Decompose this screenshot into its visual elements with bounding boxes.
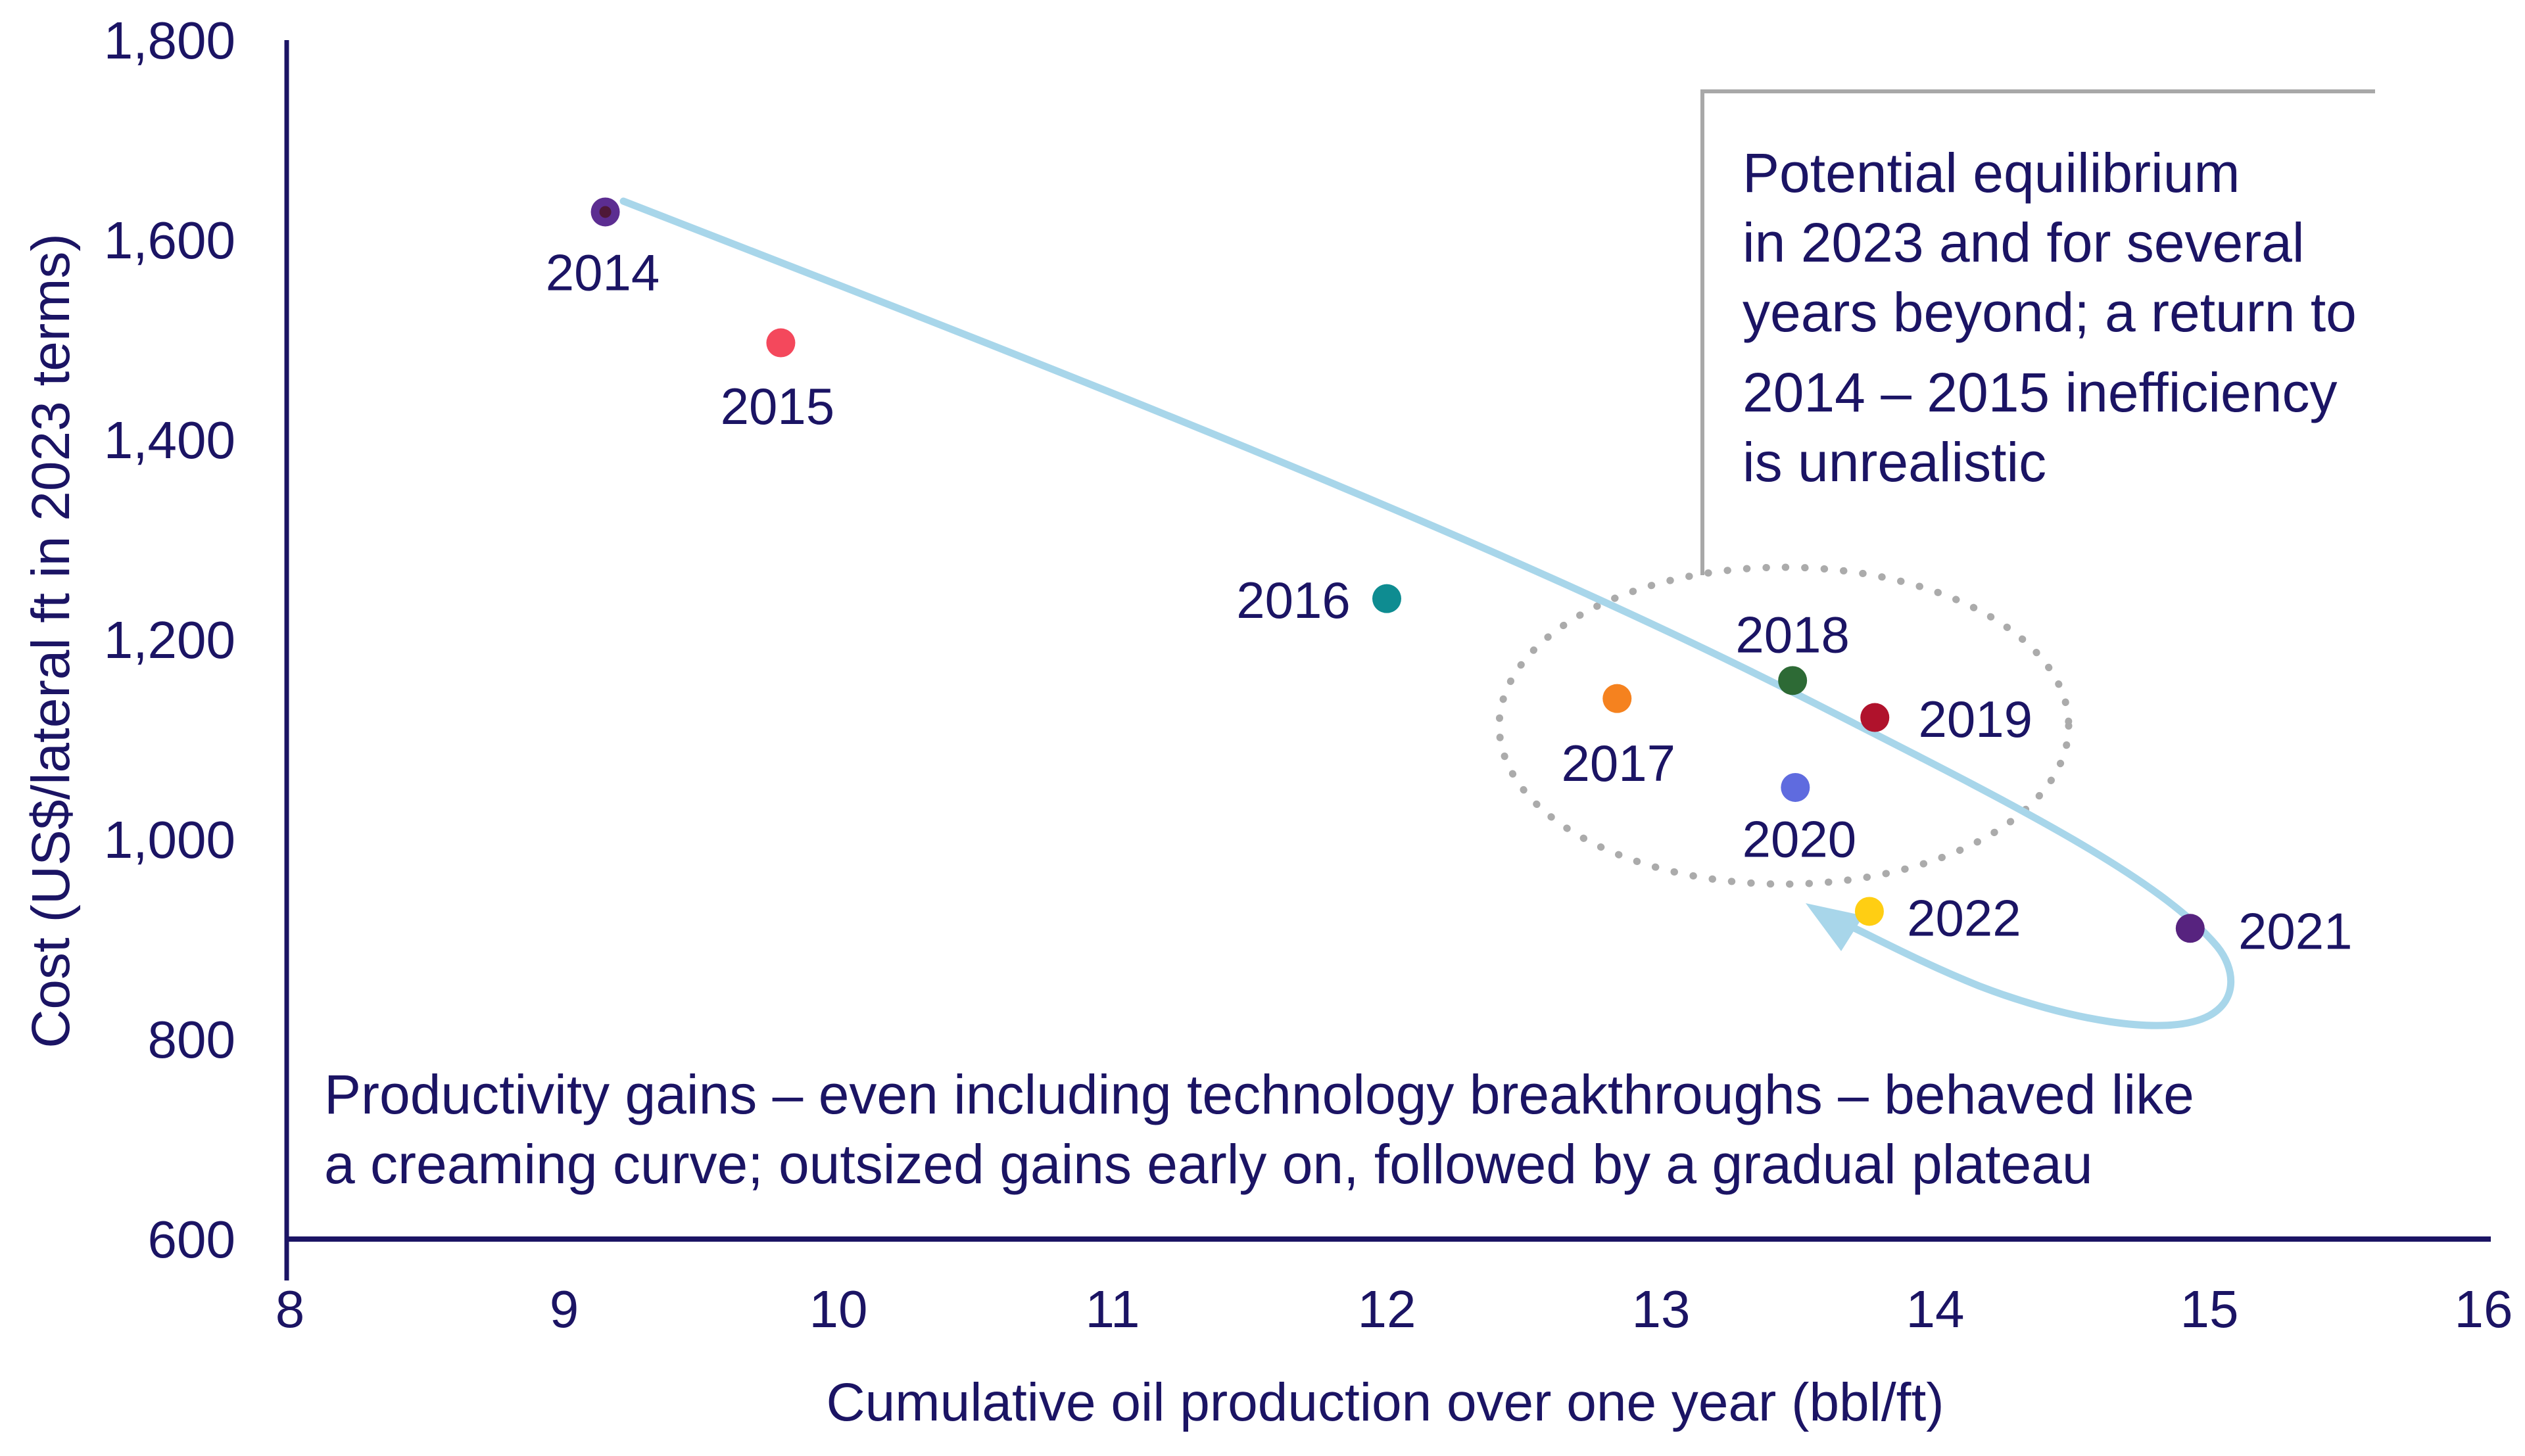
y-tick-label: 800 [148, 1010, 235, 1069]
y-tick-label: 600 [148, 1210, 235, 1269]
point-label-2020: 2020 [1743, 810, 1857, 868]
data-point-2016 [1372, 584, 1401, 613]
x-tick-label: 13 [1632, 1280, 1691, 1338]
annotation-paragraph-1: Potential equilibrium in 2023 and for se… [1743, 138, 2453, 347]
equilibrium-annotation: Potential equilibrium in 2023 and for se… [1743, 138, 2453, 497]
x-tick-label: 12 [1358, 1280, 1416, 1338]
point-label-2021: 2021 [2238, 903, 2353, 960]
curve-arrowhead [1806, 903, 1864, 951]
data-point-2019 [1860, 703, 1890, 732]
x-tick-label: 11 [1085, 1280, 1140, 1338]
productivity-note: Productivity gains – even including tech… [324, 1060, 2468, 1199]
y-tick-label: 1,600 [104, 211, 235, 270]
note-line-1: Productivity gains – even including tech… [324, 1064, 2194, 1125]
annotation-line: is unrealistic [1743, 431, 2047, 493]
x-tick-label: 15 [2180, 1280, 2239, 1338]
cluster-ellipse [1495, 563, 2073, 888]
y-tick-label: 1,400 [104, 411, 235, 469]
point-label-2014: 2014 [546, 244, 660, 302]
y-tick-label: 1,800 [104, 11, 235, 70]
x-tick-label: 10 [809, 1280, 868, 1338]
data-point-2017 [1602, 684, 1632, 713]
x-axis-title: Cumulative oil production over one year … [826, 1373, 1944, 1432]
data-point-2021 [2175, 914, 2205, 943]
y-tick-label: 1,000 [104, 810, 235, 869]
x-tick-label: 8 [276, 1280, 305, 1338]
data-point-2018 [1778, 666, 1808, 695]
point-label-2016: 2016 [1236, 571, 1351, 629]
x-tick-label: 16 [2455, 1280, 2513, 1338]
y-tick-label: 1,200 [104, 611, 235, 669]
creaming-curve [619, 197, 2235, 1029]
data-point-2022 [1854, 897, 1884, 926]
annotation-line: in 2023 and for several [1743, 212, 2305, 273]
x-tick-label: 9 [550, 1280, 579, 1338]
point-label-2022: 2022 [1907, 889, 2021, 947]
x-tick-label: 14 [1906, 1280, 1965, 1338]
point-label-2019: 2019 [1918, 690, 2032, 748]
note-line-2: a creaming curve; outsized gains early o… [324, 1133, 2093, 1195]
point-label-2017: 2017 [1562, 734, 1676, 792]
annotation-paragraph-2: 2014 – 2015 inefficiency is unrealistic [1743, 358, 2453, 497]
data-point-2020 [1781, 772, 1810, 802]
annotation-line: 2014 – 2015 inefficiency [1743, 362, 2338, 423]
y-axis-title: Cost (US$/lateral ft in 2023 terms) [21, 233, 81, 1048]
data-point-core-2014 [599, 206, 612, 218]
point-label-2015: 2015 [721, 377, 835, 435]
annotation-line: Potential equilibrium [1743, 142, 2240, 204]
annotation-bracket [1700, 89, 2375, 575]
data-point-2015 [766, 328, 796, 358]
annotation-line: years beyond; a return to [1743, 281, 2357, 343]
point-label-2018: 2018 [1735, 606, 1850, 664]
